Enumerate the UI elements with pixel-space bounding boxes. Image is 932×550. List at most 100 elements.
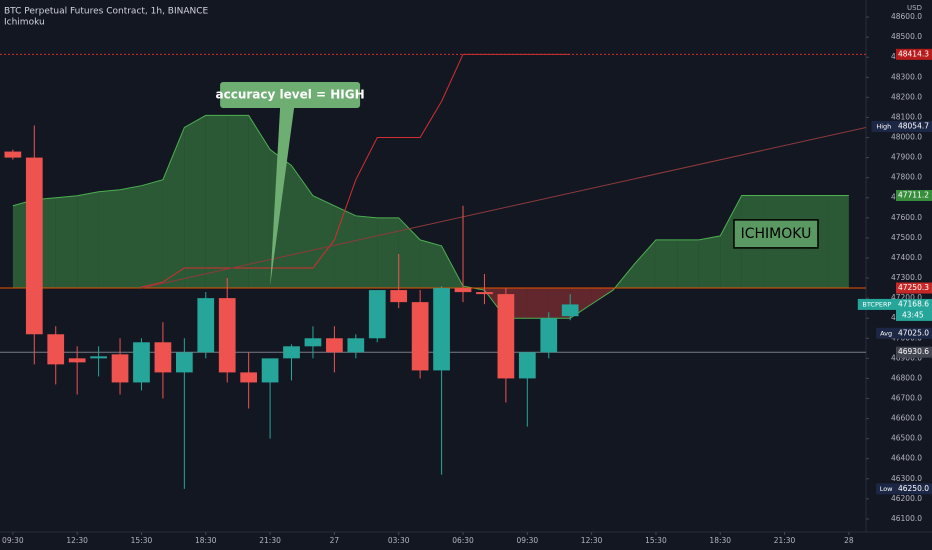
price-tag-text: Avg xyxy=(880,329,892,337)
cloud-segment xyxy=(312,195,335,289)
x-tick-label: 21:30 xyxy=(774,536,796,545)
price-label-text: 47711.2 xyxy=(898,190,929,199)
x-tick-label: 18:30 xyxy=(195,536,217,545)
candle-body xyxy=(304,338,322,347)
cloud-segment xyxy=(698,235,721,289)
y-tick-label: 48300.0 xyxy=(891,72,922,81)
y-tick-label: 48100.0 xyxy=(891,112,922,121)
price-label-countdown: 43:45 xyxy=(902,310,924,319)
candle-body xyxy=(218,298,236,373)
candle-body xyxy=(240,372,258,383)
y-tick-label: 47500.0 xyxy=(891,233,922,242)
chart-title: BTC Perpetual Futures Contract, 1h, BINA… xyxy=(4,7,209,17)
plot-area xyxy=(0,53,866,489)
indicator-line xyxy=(141,53,571,288)
x-tick-label: 28 xyxy=(844,536,854,545)
y-tick-label: 48000.0 xyxy=(891,133,922,142)
cloud-segment xyxy=(655,239,678,289)
price-label-box xyxy=(896,48,932,60)
cloud-segment xyxy=(227,115,249,289)
candle-body xyxy=(518,352,536,379)
candle-body xyxy=(133,342,150,383)
candle-body xyxy=(90,356,107,359)
y-tick-label: 46700.0 xyxy=(891,393,922,402)
candle-body xyxy=(283,346,300,359)
y-tick-label: 46900.0 xyxy=(891,353,922,362)
candle-body xyxy=(111,354,129,383)
cloud-segment xyxy=(77,191,99,289)
candle-body xyxy=(175,352,193,373)
candle-body xyxy=(197,298,215,353)
y-tick-label: 47600.0 xyxy=(891,213,922,222)
price-tag-text: BTCPERP xyxy=(862,300,891,308)
y-tick-label: 47800.0 xyxy=(891,173,922,182)
cloud-segment xyxy=(677,239,699,289)
candle-body xyxy=(68,358,86,363)
price-label-text: 47250.3 xyxy=(898,283,929,292)
y-tick-label: 48200.0 xyxy=(891,92,922,101)
candle-body xyxy=(454,288,472,293)
candle-body xyxy=(476,292,493,295)
y-tick-label: 47200.0 xyxy=(891,293,922,302)
indicator-name: Ichimoku xyxy=(4,18,45,28)
candle-body xyxy=(390,290,408,303)
indicator-line xyxy=(141,126,866,289)
price-label-text: 47168.6 xyxy=(898,299,929,308)
x-tick-label: 27 xyxy=(330,536,340,545)
price-label-box xyxy=(896,483,932,495)
price-label-text: 48414.3 xyxy=(898,49,929,58)
y-tick-label: 47300.0 xyxy=(891,273,922,282)
price-tag-text: Low xyxy=(880,485,893,493)
x-tick-label: 15:30 xyxy=(131,536,153,545)
candle-body xyxy=(540,318,558,353)
y-tick-label: 46800.0 xyxy=(891,373,922,382)
y-tick-label: 48500.0 xyxy=(891,32,922,41)
cloud-segment xyxy=(248,115,271,289)
candle-body xyxy=(326,338,343,353)
y-tick-label: 47400.0 xyxy=(891,253,922,262)
x-tick-label: 09:30 xyxy=(517,536,539,545)
cloud-span-a xyxy=(12,114,849,319)
cloud-segment xyxy=(634,239,656,289)
label-text: ICHIMOKU xyxy=(741,226,812,242)
x-tick-label: 21:30 xyxy=(259,536,281,545)
y-tick-label: 46400.0 xyxy=(891,454,922,463)
x-tick-label: 18:30 xyxy=(709,536,731,545)
price-label-box xyxy=(896,121,932,133)
cloud-segment xyxy=(527,288,549,319)
y-tick-label: 46600.0 xyxy=(891,414,922,423)
y-tick-label: 46300.0 xyxy=(891,474,922,483)
cloud-segment xyxy=(377,217,399,289)
price-label-text: 47025.0 xyxy=(898,328,929,337)
price-tag-box xyxy=(876,327,896,339)
candle-body xyxy=(4,151,22,158)
cloud-segment xyxy=(120,185,142,289)
cloud-segment xyxy=(55,195,78,289)
price-label-box xyxy=(896,298,932,321)
x-tick-label: 06:30 xyxy=(452,536,474,545)
candle-body xyxy=(347,338,365,353)
cloud-segment xyxy=(334,205,356,289)
cloud-segment xyxy=(398,217,421,289)
callout-box xyxy=(220,82,361,108)
candle-body xyxy=(25,157,43,335)
candle-body xyxy=(411,302,429,371)
candle-body xyxy=(368,290,386,339)
cloud-segment xyxy=(291,165,313,289)
cloud-segment xyxy=(355,215,378,289)
price-tag-box xyxy=(876,483,896,495)
x-tick-label: 09:30 xyxy=(2,536,24,545)
x-tick-label: 12:30 xyxy=(66,536,88,545)
price-label-box xyxy=(896,282,932,294)
callout-pointer xyxy=(270,108,295,287)
price-label-box xyxy=(896,327,932,339)
candle-body xyxy=(47,334,65,365)
candle-body xyxy=(154,342,172,373)
price-label-box xyxy=(896,346,932,358)
price-tag-box xyxy=(857,298,896,310)
candle-body xyxy=(561,304,579,317)
y-tick-label: 46200.0 xyxy=(891,494,922,503)
cloud-segment xyxy=(827,195,849,289)
candle-body xyxy=(497,294,515,379)
